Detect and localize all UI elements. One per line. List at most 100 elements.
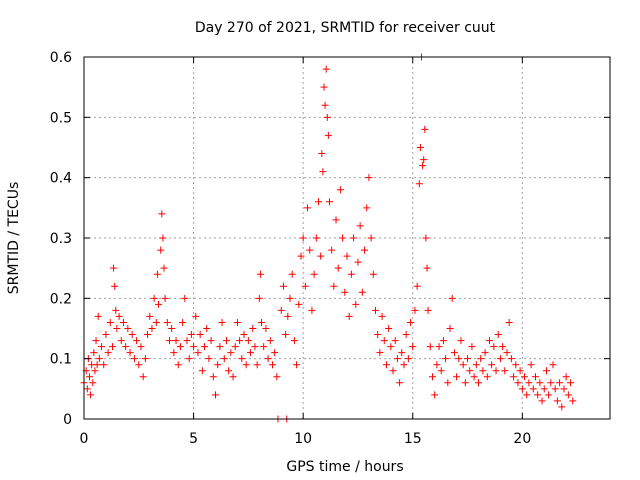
data-point: [301, 282, 309, 290]
data-point: [102, 331, 110, 339]
data-point: [424, 306, 432, 314]
data-point: [385, 325, 393, 332]
grid: [84, 57, 610, 419]
chart-title: Day 270 of 2021, SRMTID for receiver cuu…: [195, 20, 496, 36]
data-point: [160, 264, 168, 272]
data-point: [244, 337, 252, 345]
data-point: [325, 198, 333, 206]
y-tick-label: 0.1: [50, 352, 72, 368]
data-point: [240, 331, 248, 339]
data-point: [317, 252, 325, 260]
data-point: [238, 355, 246, 363]
data-point: [168, 325, 176, 332]
data-point: [318, 150, 326, 158]
data-point: [139, 373, 147, 381]
data-point: [320, 83, 328, 91]
data-point: [422, 234, 430, 242]
data-point: [439, 337, 447, 345]
data-point: [389, 367, 397, 375]
data-point: [505, 318, 513, 326]
data-point: [312, 234, 320, 242]
data-point: [512, 361, 520, 369]
data-point: [363, 204, 371, 212]
data-point: [90, 349, 98, 357]
data-point: [527, 361, 535, 369]
data-point: [525, 379, 533, 387]
data-point: [170, 349, 178, 357]
data-point: [409, 343, 417, 351]
data-point: [279, 282, 287, 290]
data-point: [194, 349, 202, 357]
data-point: [271, 349, 279, 357]
data-point: [347, 270, 355, 278]
data-point: [428, 373, 436, 381]
data-point: [341, 288, 349, 296]
data-point: [492, 367, 500, 375]
axis-ticks: [83, 56, 610, 420]
y-tick-label: 0.6: [50, 50, 72, 66]
data-point: [203, 325, 211, 332]
data-point: [485, 337, 493, 345]
data-point: [358, 288, 366, 296]
data-point: [521, 373, 529, 381]
data-point: [117, 337, 125, 345]
data-point: [92, 337, 100, 345]
data-point: [161, 294, 169, 302]
data-point: [538, 397, 546, 405]
y-tick-labels: 0 0.1 0.2 0.3 0.4 0.5 0.6: [50, 50, 72, 428]
data-point: [328, 246, 336, 254]
data-point: [87, 391, 95, 399]
data-point: [266, 337, 274, 345]
data-point: [85, 373, 93, 381]
data-point: [510, 373, 518, 381]
data-point: [529, 385, 537, 393]
data-point: [501, 367, 509, 375]
data-point: [115, 312, 123, 320]
data-point: [284, 312, 292, 320]
data-point: [135, 361, 143, 369]
data-point: [159, 234, 167, 242]
data-point: [461, 379, 469, 387]
data-point: [119, 318, 127, 326]
data-point: [192, 312, 200, 320]
data-point: [536, 379, 544, 387]
data-point: [496, 355, 504, 363]
data-point: [122, 343, 130, 351]
data-point: [334, 264, 342, 272]
data-point: [371, 306, 379, 314]
data-point: [155, 300, 163, 308]
data-point: [251, 343, 259, 351]
data-point: [93, 361, 101, 369]
data-point: [503, 349, 511, 357]
data-point: [324, 131, 332, 139]
data-point: [407, 318, 415, 326]
x-tick-label: 10: [294, 431, 312, 447]
data-point: [365, 174, 373, 182]
data-point: [150, 294, 158, 302]
data-point: [306, 246, 314, 254]
data-point: [83, 385, 91, 393]
data-point: [343, 252, 351, 260]
data-point: [286, 294, 294, 302]
data-point: [354, 258, 362, 266]
data-point: [205, 355, 213, 363]
data-point: [148, 325, 156, 332]
data-point: [488, 361, 496, 369]
data-point: [415, 180, 423, 188]
data-point: [268, 361, 276, 369]
data-point: [464, 355, 472, 363]
data-point: [220, 355, 228, 363]
data-point: [396, 379, 404, 387]
data-point: [481, 349, 489, 357]
data-point: [435, 343, 443, 351]
data-point: [157, 246, 165, 254]
data-point: [98, 343, 106, 351]
data-point: [222, 337, 230, 345]
data-point: [321, 101, 329, 109]
data-point: [277, 306, 285, 314]
data-point: [293, 361, 301, 369]
data-point: [216, 343, 224, 351]
x-axis-label: GPS time / hours: [286, 459, 403, 475]
data-point: [475, 379, 482, 387]
